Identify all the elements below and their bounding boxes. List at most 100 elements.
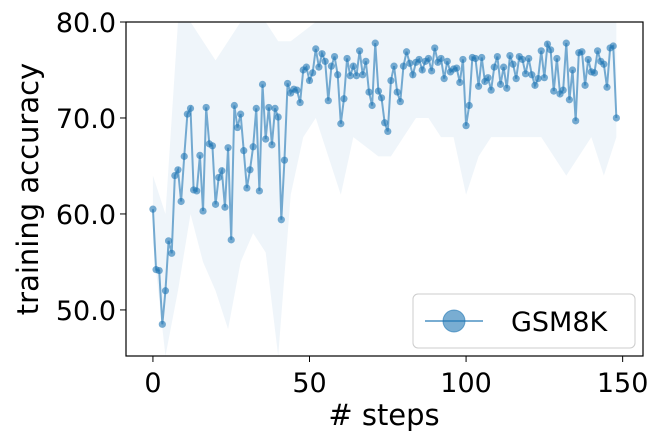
data-point xyxy=(462,122,470,130)
data-point xyxy=(356,47,364,55)
data-point xyxy=(362,57,370,65)
data-point xyxy=(237,110,245,118)
data-point xyxy=(202,103,210,112)
data-point xyxy=(612,114,620,122)
data-point xyxy=(418,66,426,74)
data-point xyxy=(381,119,389,127)
x-tick-label: 0 xyxy=(144,368,161,399)
data-point xyxy=(227,236,235,244)
data-point xyxy=(424,54,433,63)
data-point xyxy=(603,83,611,91)
data-point xyxy=(471,54,480,63)
data-point xyxy=(155,266,163,275)
data-point xyxy=(315,63,323,71)
data-point xyxy=(168,249,176,257)
data-point xyxy=(302,63,310,71)
data-point xyxy=(568,66,577,74)
data-point xyxy=(183,110,191,118)
data-point xyxy=(393,88,401,96)
data-point xyxy=(562,39,570,47)
data-point xyxy=(243,184,251,192)
data-point xyxy=(493,52,501,61)
data-point xyxy=(327,62,336,70)
data-point xyxy=(149,205,157,213)
data-point xyxy=(346,72,354,80)
x-axis-label: # steps xyxy=(328,398,439,432)
data-point xyxy=(559,86,567,94)
data-point xyxy=(565,96,574,104)
data-point xyxy=(409,71,417,79)
data-point xyxy=(534,75,542,83)
data-point xyxy=(390,62,398,70)
data-point xyxy=(293,86,301,94)
data-point xyxy=(312,45,320,53)
data-point xyxy=(428,67,436,75)
data-point xyxy=(465,101,473,110)
data-point xyxy=(537,47,545,55)
data-point xyxy=(490,63,498,71)
data-point xyxy=(371,39,379,47)
legend: GSM8K xyxy=(412,293,636,349)
data-point xyxy=(600,60,608,68)
data-point xyxy=(262,135,270,143)
data-point xyxy=(374,87,382,95)
data-point xyxy=(180,152,188,160)
data-point xyxy=(265,103,273,112)
data-point xyxy=(553,54,561,63)
data-point xyxy=(318,50,326,58)
data-point xyxy=(431,44,439,52)
data-point xyxy=(500,63,508,71)
data-point xyxy=(396,98,404,106)
data-point xyxy=(252,104,260,112)
data-point xyxy=(164,237,173,245)
data-point xyxy=(186,104,195,112)
data-point xyxy=(174,166,182,174)
data-point xyxy=(208,142,217,150)
data-point xyxy=(296,99,304,107)
data-point xyxy=(503,84,511,92)
data-point xyxy=(540,74,548,82)
data-point xyxy=(474,82,483,90)
data-point xyxy=(305,76,314,85)
data-point xyxy=(478,53,486,62)
data-point xyxy=(572,117,580,125)
x-tick-label: 100 xyxy=(440,368,492,399)
data-point xyxy=(528,71,536,79)
data-point xyxy=(581,81,589,89)
data-point xyxy=(334,71,342,79)
data-point xyxy=(274,113,282,121)
data-point xyxy=(271,104,279,112)
data-point xyxy=(543,40,552,48)
data-point xyxy=(343,54,351,63)
data-point xyxy=(518,55,527,64)
data-point xyxy=(211,200,220,208)
data-point xyxy=(399,62,408,70)
data-point xyxy=(255,187,263,195)
data-point xyxy=(402,48,411,56)
data-point xyxy=(0,77,4,84)
data-point xyxy=(456,78,464,87)
x-tick-label: 150 xyxy=(597,368,649,399)
data-point xyxy=(365,88,373,96)
y-tick-label: 60.0 xyxy=(56,200,116,231)
data-point xyxy=(406,59,414,67)
data-point xyxy=(158,320,166,328)
data-point xyxy=(268,141,276,149)
data-point xyxy=(283,79,292,88)
data-point xyxy=(199,207,207,215)
data-point xyxy=(249,143,257,151)
data-point xyxy=(377,94,386,102)
legend-marker xyxy=(442,309,466,333)
data-point xyxy=(337,120,345,128)
data-point xyxy=(340,95,348,103)
data-point xyxy=(309,69,317,77)
data-point xyxy=(384,127,392,136)
data-point xyxy=(584,55,592,64)
data-point xyxy=(368,101,376,110)
data-point xyxy=(415,55,423,64)
data-point xyxy=(512,75,520,83)
data-point xyxy=(440,75,448,83)
data-point xyxy=(246,166,254,174)
y-axis-label: training accuracy xyxy=(11,63,45,315)
